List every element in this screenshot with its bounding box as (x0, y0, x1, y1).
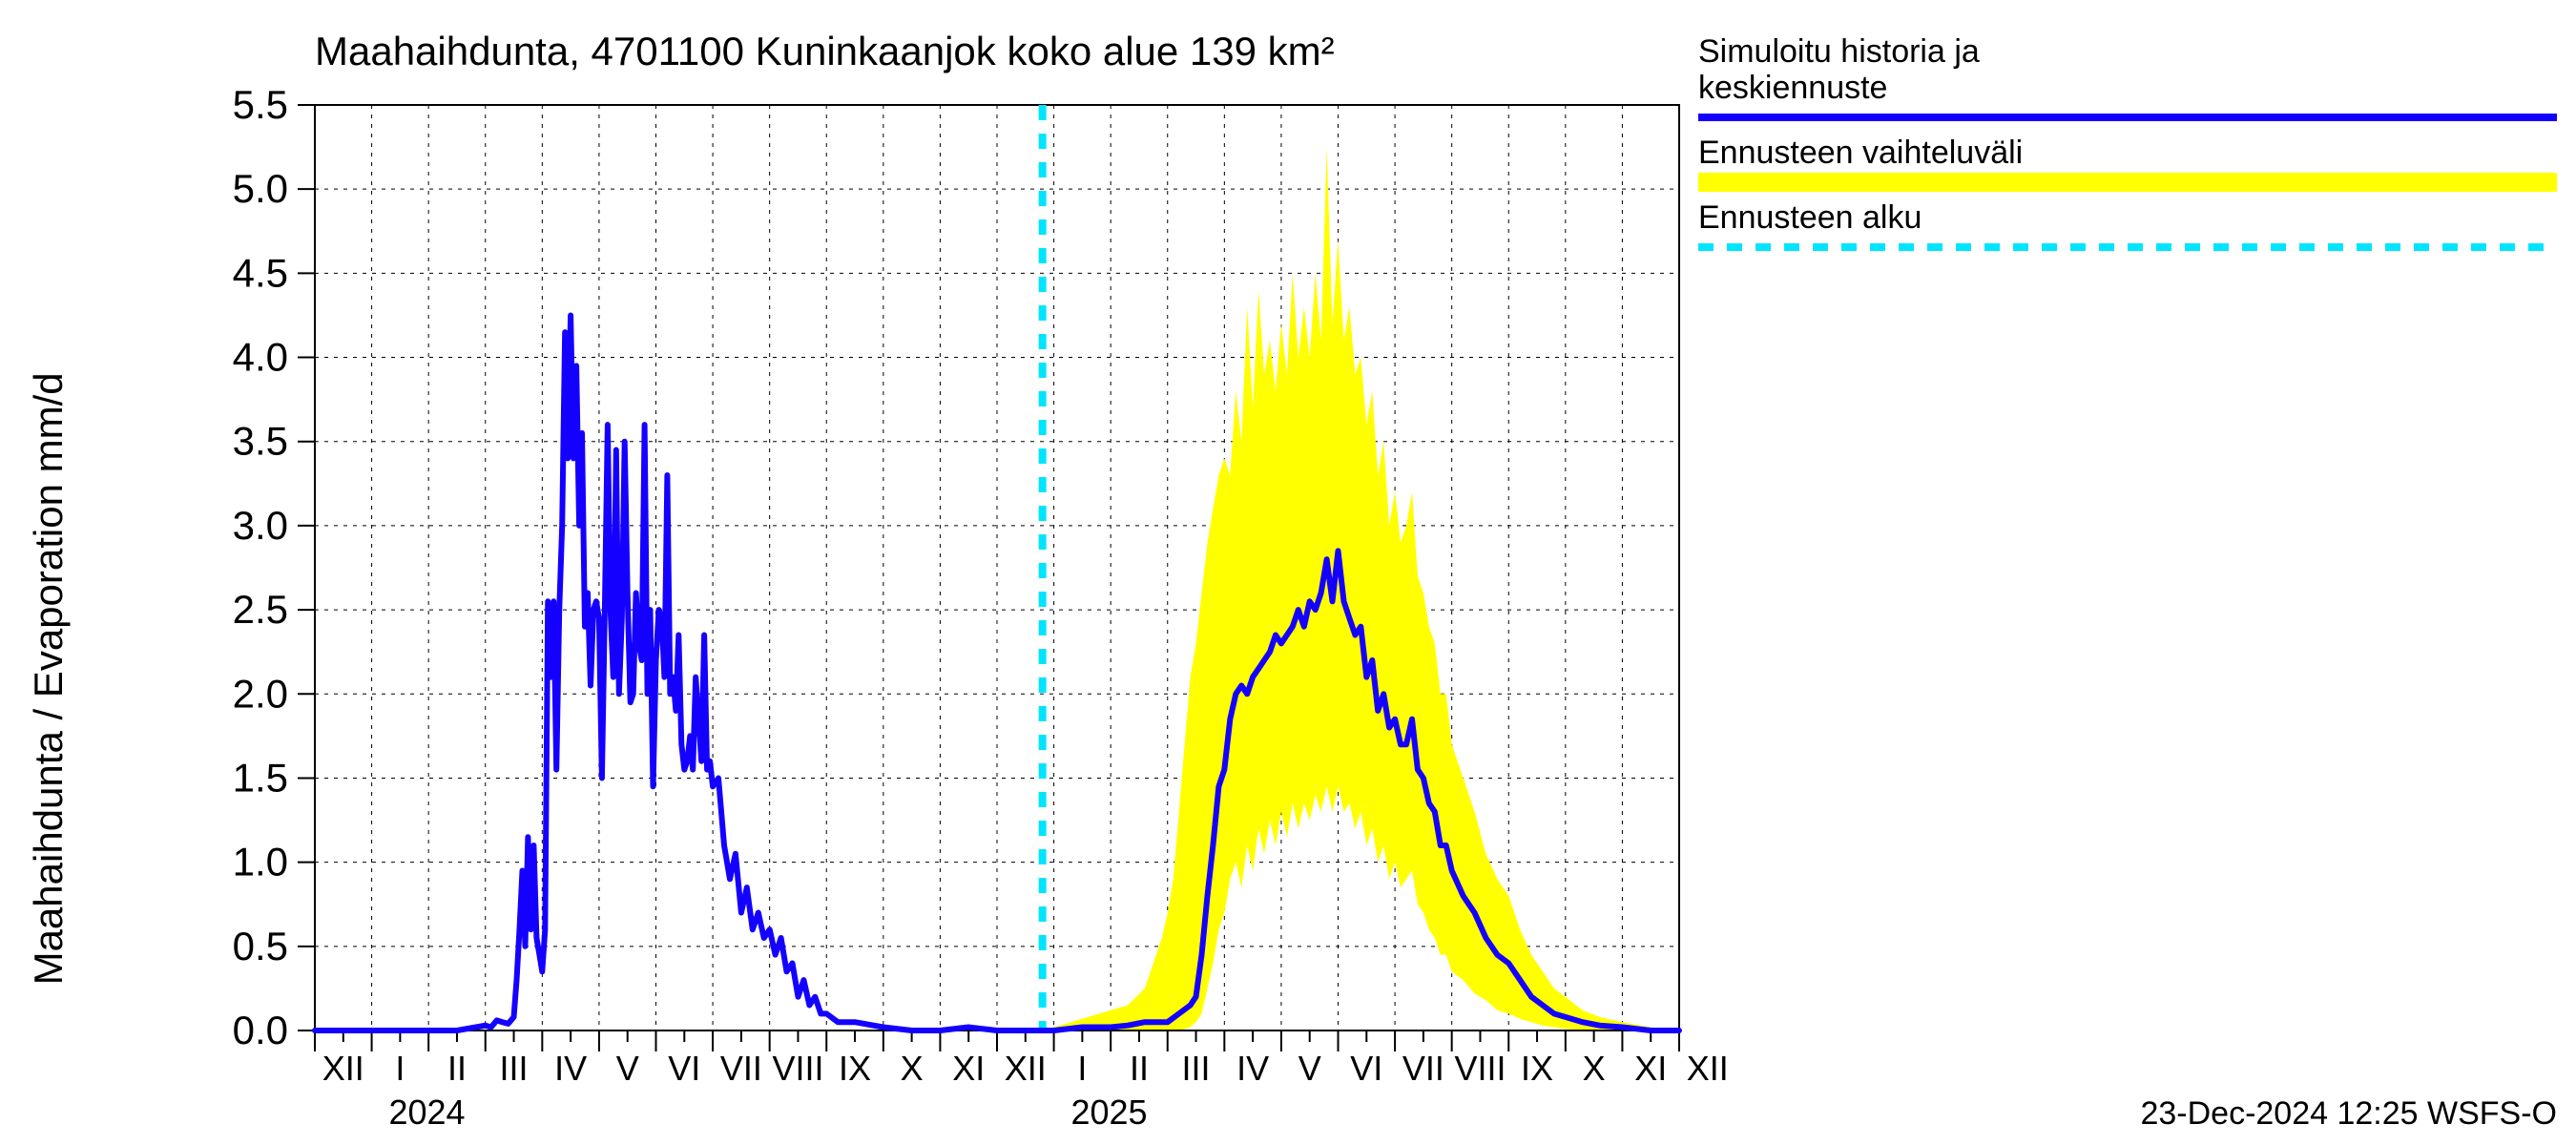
month-label: IV (554, 1049, 587, 1088)
month-label: VI (1350, 1049, 1382, 1088)
month-label: V (616, 1049, 639, 1088)
month-label: VIII (1454, 1049, 1506, 1088)
y-tick-label: 4.5 (233, 250, 288, 295)
chart-title: Maahaihdunta, 4701100 Kuninkaanjok koko … (315, 29, 1335, 73)
footer-timestamp: 23-Dec-2024 12:25 WSFS-O (2140, 1095, 2557, 1132)
legend-label: Simuloitu historia ja (1698, 33, 1980, 70)
month-label: VI (668, 1049, 700, 1088)
y-tick-label: 0.0 (233, 1008, 288, 1052)
month-label: XII (1687, 1049, 1729, 1088)
month-label: XII (1005, 1049, 1047, 1088)
y-tick-label: 5.0 (233, 166, 288, 211)
evaporation-chart: Maahaihdunta, 4701100 Kuninkaanjok koko … (0, 0, 2576, 1145)
month-label: X (901, 1049, 924, 1088)
y-tick-label: 3.0 (233, 503, 288, 548)
month-label: I (395, 1049, 405, 1088)
legend-swatch (1698, 173, 2557, 192)
month-label: VII (1402, 1049, 1444, 1088)
y-tick-label: 4.0 (233, 335, 288, 380)
y-tick-label: 5.5 (233, 82, 288, 127)
year-label: 2025 (1070, 1093, 1147, 1132)
year-label: 2024 (388, 1093, 465, 1132)
legend-label: keskiennuste (1698, 70, 1887, 106)
month-label: II (447, 1049, 467, 1088)
month-label: I (1077, 1049, 1087, 1088)
y-tick-label: 2.0 (233, 671, 288, 716)
month-label: IX (1521, 1049, 1553, 1088)
month-label: VIII (772, 1049, 823, 1088)
month-label: IX (839, 1049, 871, 1088)
y-tick-label: 0.5 (233, 924, 288, 968)
month-label: IV (1236, 1049, 1269, 1088)
month-label: III (500, 1049, 529, 1088)
legend-label: Ennusteen alku (1698, 199, 1922, 236)
month-label: II (1130, 1049, 1149, 1088)
month-label: XI (952, 1049, 985, 1088)
y-tick-label: 1.0 (233, 840, 288, 885)
y-tick-label: 2.5 (233, 587, 288, 632)
month-label: XII (322, 1049, 364, 1088)
month-label: VII (720, 1049, 762, 1088)
month-label: III (1182, 1049, 1211, 1088)
month-label: XI (1634, 1049, 1667, 1088)
y-tick-label: 3.5 (233, 419, 288, 464)
month-label: V (1298, 1049, 1321, 1088)
y-axis-label: Maahaihdunta / Evaporation mm/d (26, 372, 71, 985)
legend-label: Ennusteen vaihteluväli (1698, 135, 2023, 171)
month-label: X (1583, 1049, 1606, 1088)
y-tick-label: 1.5 (233, 755, 288, 800)
